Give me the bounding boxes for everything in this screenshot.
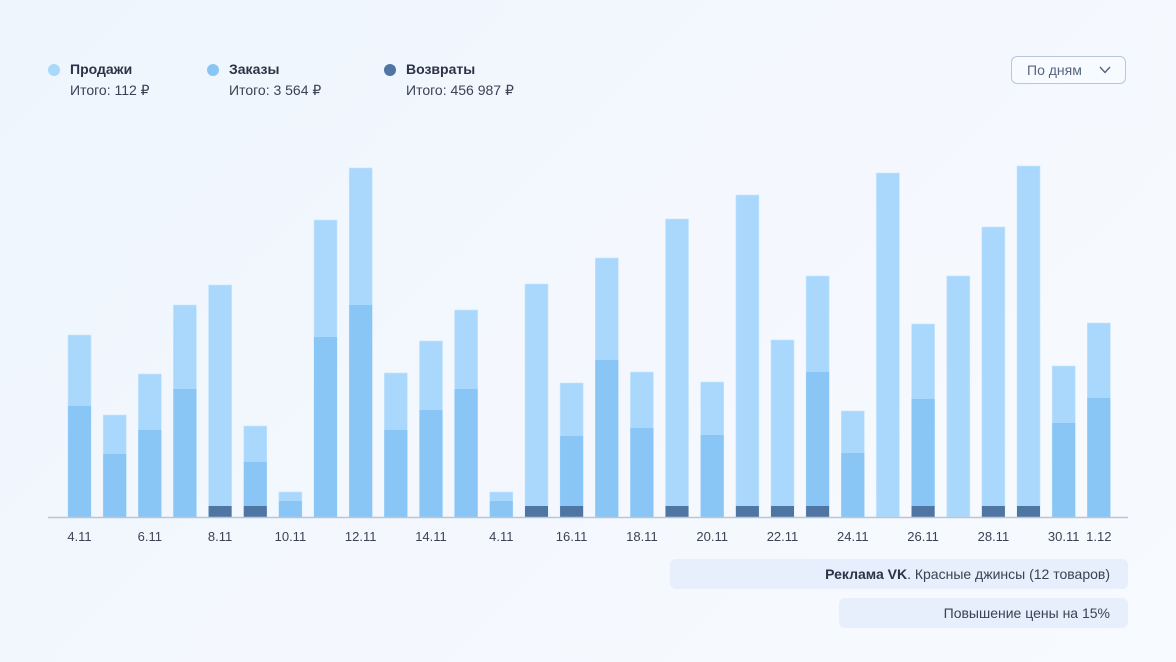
legend-total: Итого: 456 987 ₽ <box>406 82 514 98</box>
returns-bar[interactable] <box>735 506 759 517</box>
x-tick-label: 16.11 <box>556 529 588 544</box>
x-tick-label: 26.11 <box>907 529 939 544</box>
returns-bar[interactable] <box>665 506 689 517</box>
returns-bar[interactable] <box>806 506 830 517</box>
annotation-text: . Красные джинсы (12 товаров) <box>907 566 1110 582</box>
x-tick-label: 8.11 <box>208 529 232 544</box>
x-tick-label: 1.12 <box>1086 529 1111 544</box>
annotation-vk-ads[interactable]: Реклама VK. Красные джинсы (12 товаров) <box>670 559 1128 589</box>
x-tick-label: 18.11 <box>626 529 658 544</box>
returns-dot-icon <box>384 64 396 76</box>
x-tick-label: 28.11 <box>978 529 1010 544</box>
sales-dot-icon <box>48 64 60 76</box>
legend-name: Заказы <box>229 61 280 77</box>
orders-bar[interactable] <box>103 454 127 517</box>
returns-bar[interactable] <box>771 506 794 517</box>
legend-total: Итого: 3 564 ₽ <box>229 82 322 98</box>
legend-item-sales[interactable]: Продажи Итого: 112 ₽ <box>48 61 207 99</box>
orders-bar[interactable] <box>454 389 478 517</box>
orders-bar[interactable] <box>419 410 443 517</box>
orders-bar[interactable] <box>630 428 654 517</box>
sales-bar[interactable] <box>876 172 900 518</box>
orders-bar[interactable] <box>806 372 830 517</box>
x-tick-label: 12.11 <box>345 529 377 544</box>
orders-bar[interactable] <box>384 430 408 517</box>
orders-bar[interactable] <box>911 399 935 517</box>
annotation-bold: Реклама VK <box>825 566 908 582</box>
sales-bar[interactable] <box>524 283 549 518</box>
annotation-text: Повышение цены на 15% <box>943 605 1110 621</box>
chart-legend: Продажи Итого: 112 ₽ Заказы Итого: 3 564… <box>48 61 514 99</box>
x-tick-label: 24.11 <box>837 529 869 544</box>
x-tick-label: 14.11 <box>415 529 447 544</box>
x-tick-labels: 4.11 6.11 8.11 10.11 12.11 14.11 4.11 16.11 18.1… <box>67 529 1111 544</box>
sales-bar[interactable] <box>946 275 971 518</box>
sales-bar[interactable] <box>665 218 689 518</box>
x-tick-label: 4.11 <box>67 529 91 544</box>
orders-bar[interactable] <box>560 436 584 517</box>
orders-dot-icon <box>207 64 219 76</box>
orders-bar[interactable] <box>489 501 513 517</box>
orders-bar[interactable] <box>700 435 724 517</box>
orders-bar[interactable] <box>173 389 197 517</box>
returns-bar[interactable] <box>560 506 584 517</box>
x-tick-label: 6.11 <box>138 529 162 544</box>
sales-bar[interactable] <box>735 194 760 518</box>
returns-bar[interactable] <box>981 506 1005 517</box>
period-select-value: По дням <box>1027 62 1082 78</box>
x-tick-label: 10.11 <box>275 529 307 544</box>
returns-bar[interactable] <box>243 506 267 517</box>
returns-bar[interactable] <box>1017 506 1040 517</box>
legend-item-orders[interactable]: Заказы Итого: 3 564 ₽ <box>207 61 384 99</box>
returns-bar[interactable] <box>525 506 548 517</box>
x-tick-label: 22.11 <box>767 529 799 544</box>
annotation-price-increase[interactable]: Повышение цены на 15% <box>839 598 1128 628</box>
x-tick-label: 30.11 <box>1048 529 1080 544</box>
returns-bar[interactable] <box>911 506 935 517</box>
legend-name: Возвраты <box>406 61 476 77</box>
returns-bar[interactable] <box>208 506 232 517</box>
orders-bar[interactable] <box>314 337 337 517</box>
sales-bar[interactable] <box>208 284 232 518</box>
sales-bar[interactable] <box>770 339 795 518</box>
orders-bar[interactable] <box>595 360 619 517</box>
orders-bar[interactable] <box>243 462 267 517</box>
sales-bar[interactable] <box>1016 165 1041 518</box>
orders-bar[interactable] <box>68 406 91 517</box>
legend-total: Итого: 112 ₽ <box>70 82 150 98</box>
bar-chart: 4.11 6.11 8.11 10.11 12.11 14.11 4.11 16.11 18.1… <box>48 165 1128 544</box>
legend-item-returns[interactable]: Возвраты Итого: 456 987 ₽ <box>384 61 514 99</box>
orders-bar[interactable] <box>278 501 302 517</box>
bars-group <box>67 165 1111 518</box>
x-tick-label: 20.11 <box>696 529 728 544</box>
period-select[interactable]: По дням <box>1011 56 1126 84</box>
x-tick-label: 4.11 <box>489 529 513 544</box>
orders-bar[interactable] <box>1052 423 1076 517</box>
chevron-down-icon <box>1099 66 1111 74</box>
sales-bar[interactable] <box>981 226 1006 518</box>
orders-bar[interactable] <box>1087 398 1111 517</box>
orders-bar[interactable] <box>349 305 373 517</box>
legend-name: Продажи <box>70 61 133 77</box>
orders-bar[interactable] <box>841 453 865 517</box>
orders-bar[interactable] <box>138 430 162 517</box>
